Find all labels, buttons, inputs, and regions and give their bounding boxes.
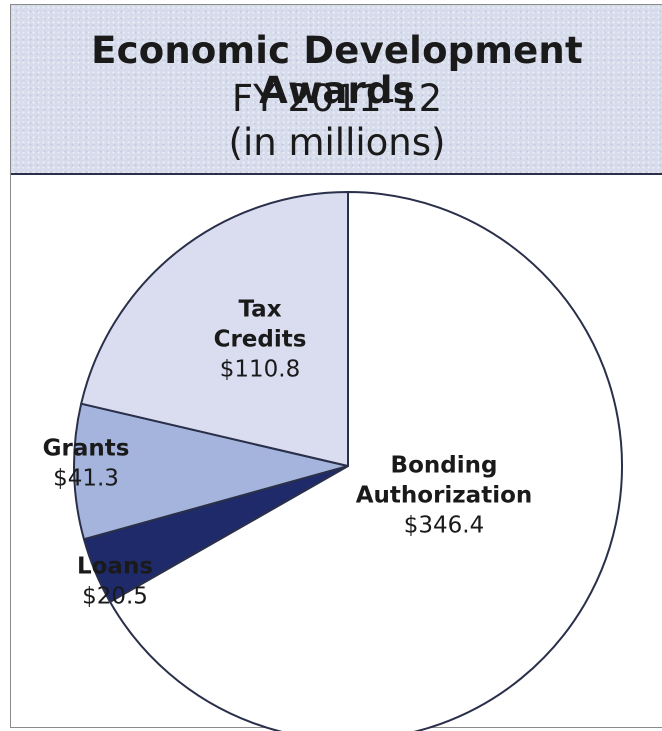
slice-value-bonding-authorization: $346.4 [404, 513, 484, 539]
chart-title: Economic Development Awards [91, 29, 583, 112]
slice-label-line-tax-credits: Tax [238, 297, 281, 323]
slice-label-line-loans: Loans [77, 554, 153, 580]
pie-slice-bonding-authorization [109, 191, 623, 731]
slice-label-line-grants: Grants [43, 436, 130, 462]
slice-label-line-bonding-authorization: Authorization [356, 483, 533, 509]
chart-subtitle-units: (in millions) [228, 121, 446, 164]
slice-label-bonding-authorization: Bonding Authorization $346.4 [356, 453, 533, 539]
slice-value-tax-credits: $110.8 [220, 357, 300, 383]
pie-slice-tax-credits [80, 191, 349, 467]
slice-label-line-tax-credits: Credits [214, 327, 307, 353]
slice-label-tax-credits: Tax Credits $110.8 [214, 297, 307, 383]
slice-label-grants: Grants $41.3 [43, 436, 130, 492]
chart-subtitle-fiscal-year: FY 2011-12 [231, 77, 443, 120]
slice-label-loans: Loans $20.5 [77, 554, 153, 610]
pie-slice-grants [73, 402, 349, 541]
slice-value-grants: $41.3 [53, 466, 119, 492]
slice-value-loans: $20.5 [82, 584, 148, 610]
slice-label-line-bonding-authorization: Bonding [391, 453, 498, 479]
chart-header: Economic Development Awards FY 2011-12 (… [11, 5, 662, 175]
